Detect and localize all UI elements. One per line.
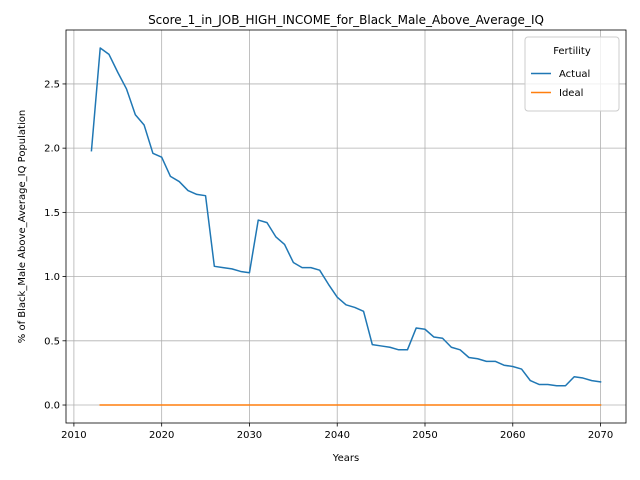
plot-frame [65,29,627,424]
x-tick-label: 2030 [237,430,262,441]
x-tick-label: 2070 [588,430,613,441]
y-axis-label: % of Black_Male Above_Average_IQ Populat… [17,110,28,343]
y-tick-label: 2.5 [44,79,60,90]
plot-lines [90,47,602,406]
y-tick-label: 0.0 [44,401,60,412]
x-tick-label: 2010 [61,430,86,441]
series-line-actual [90,47,602,387]
axis-ticks: 2010 2020 2030 2040 2050 2060 2070 0.0 0.5 1.0 1.5… [44,79,613,441]
x-tick-label: 2040 [324,430,349,441]
chart-title: Score_1_in_JOB_HIGH_INCOME_for_Black_Mal… [148,13,544,27]
legend-title: Fertility [553,46,591,57]
x-tick-label: 2020 [149,430,174,441]
y-tick-label: 0.5 [44,336,60,347]
x-axis-label: Years [332,453,359,464]
y-tick-label: 1.5 [44,208,60,219]
legend-entries: Actual Ideal [531,69,590,99]
legend-entry-label: Actual [559,69,590,80]
y-tick-label: 2.0 [44,144,60,155]
x-tick-label: 2050 [412,430,437,441]
legend-entry-label: Ideal [559,88,583,99]
y-tick-label: 1.0 [44,272,60,283]
legend: Fertility Actual Ideal [524,36,620,112]
x-tick-label: 2060 [500,430,525,441]
